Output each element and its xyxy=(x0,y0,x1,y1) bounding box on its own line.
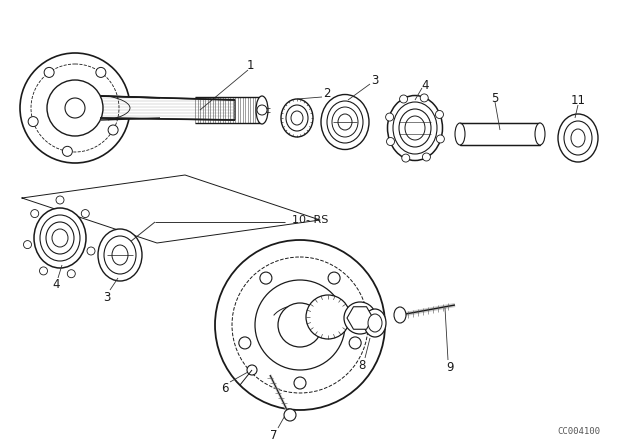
Circle shape xyxy=(344,302,376,334)
Circle shape xyxy=(40,267,47,275)
Circle shape xyxy=(31,210,39,218)
Circle shape xyxy=(402,154,410,162)
Ellipse shape xyxy=(399,109,431,147)
Ellipse shape xyxy=(321,95,369,150)
Text: CC004100: CC004100 xyxy=(557,427,600,436)
Circle shape xyxy=(28,116,38,127)
Circle shape xyxy=(65,98,85,118)
Text: 11: 11 xyxy=(570,94,586,107)
Ellipse shape xyxy=(40,215,80,261)
Circle shape xyxy=(81,210,89,218)
Circle shape xyxy=(386,113,394,121)
Circle shape xyxy=(328,272,340,284)
Ellipse shape xyxy=(338,114,352,130)
Ellipse shape xyxy=(394,307,406,323)
Ellipse shape xyxy=(104,236,136,274)
Circle shape xyxy=(257,105,267,115)
Text: 10- RS: 10- RS xyxy=(292,215,328,225)
Ellipse shape xyxy=(52,229,68,247)
Circle shape xyxy=(294,377,306,389)
Text: 1: 1 xyxy=(246,59,253,72)
Circle shape xyxy=(306,295,350,339)
Text: 2: 2 xyxy=(323,86,331,99)
Circle shape xyxy=(284,409,296,421)
Circle shape xyxy=(56,196,64,204)
Circle shape xyxy=(435,111,444,118)
Ellipse shape xyxy=(112,245,128,265)
Circle shape xyxy=(62,146,72,156)
Circle shape xyxy=(108,125,118,135)
Ellipse shape xyxy=(535,123,545,145)
Circle shape xyxy=(20,53,130,163)
Text: 4: 4 xyxy=(421,78,429,91)
Text: 3: 3 xyxy=(103,290,111,303)
Circle shape xyxy=(255,280,345,370)
Ellipse shape xyxy=(256,96,268,124)
Circle shape xyxy=(215,240,385,410)
Circle shape xyxy=(96,67,106,78)
Circle shape xyxy=(387,138,394,146)
Circle shape xyxy=(87,247,95,255)
Ellipse shape xyxy=(405,116,425,140)
Circle shape xyxy=(67,270,76,278)
Ellipse shape xyxy=(332,107,358,137)
Circle shape xyxy=(399,95,408,103)
Polygon shape xyxy=(460,123,540,145)
Ellipse shape xyxy=(393,102,437,154)
Ellipse shape xyxy=(368,314,382,332)
Text: 3: 3 xyxy=(371,73,379,86)
Circle shape xyxy=(44,67,54,78)
Circle shape xyxy=(47,80,103,136)
Circle shape xyxy=(436,135,444,143)
Ellipse shape xyxy=(387,95,442,160)
Circle shape xyxy=(260,272,272,284)
Text: 4: 4 xyxy=(52,277,60,290)
Text: 6: 6 xyxy=(221,382,228,395)
Circle shape xyxy=(422,153,431,161)
Polygon shape xyxy=(100,96,235,120)
Text: 9: 9 xyxy=(446,361,454,374)
Ellipse shape xyxy=(564,121,592,155)
Circle shape xyxy=(239,337,251,349)
Text: 5: 5 xyxy=(492,91,499,104)
Circle shape xyxy=(278,303,322,347)
Circle shape xyxy=(247,365,257,375)
Ellipse shape xyxy=(455,123,465,145)
Ellipse shape xyxy=(571,129,585,147)
Text: 8: 8 xyxy=(358,358,365,371)
Ellipse shape xyxy=(364,309,386,337)
Ellipse shape xyxy=(286,105,308,131)
Circle shape xyxy=(349,337,361,349)
Ellipse shape xyxy=(46,222,74,254)
Ellipse shape xyxy=(281,99,313,137)
Ellipse shape xyxy=(558,114,598,162)
Ellipse shape xyxy=(327,101,363,143)
Text: 7: 7 xyxy=(270,428,278,441)
Ellipse shape xyxy=(291,111,303,125)
Ellipse shape xyxy=(34,208,86,268)
Circle shape xyxy=(24,241,31,249)
Ellipse shape xyxy=(98,229,142,281)
Polygon shape xyxy=(347,307,373,329)
Circle shape xyxy=(420,94,428,102)
